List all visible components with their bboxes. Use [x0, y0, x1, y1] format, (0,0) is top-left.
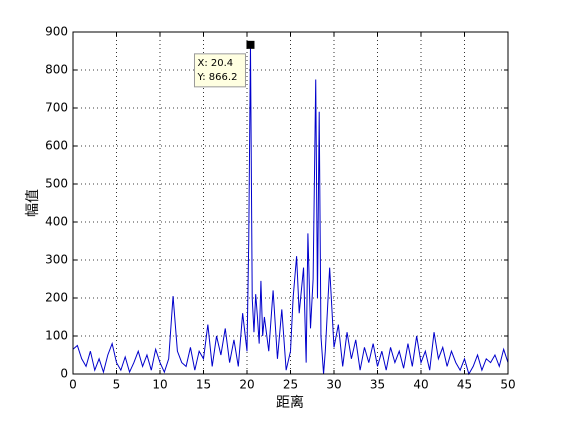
x-tick-label: 25: [283, 378, 298, 392]
axes-box: [72, 31, 509, 375]
y-axis-label: 幅值: [25, 189, 41, 217]
data-tip-box: [193, 53, 246, 88]
data-tip-label: Y: 866.2: [196, 72, 237, 83]
x-tick-label: 10: [152, 378, 167, 392]
y-tick-label: 100: [45, 329, 68, 343]
data-tip-marker: [246, 40, 255, 49]
x-tick-label: 40: [413, 378, 428, 392]
x-tick-label: 15: [196, 378, 211, 392]
x-tick-label: 20: [239, 378, 254, 392]
y-tick-label: 300: [45, 253, 68, 267]
x-tick-label: 0: [69, 378, 77, 392]
y-tick-label: 0: [60, 367, 68, 381]
y-tick-label: 200: [45, 291, 68, 305]
y-tick-label: 700: [45, 101, 68, 115]
x-axis-label: 距离: [276, 394, 304, 411]
x-tick-label: 30: [326, 378, 341, 392]
y-tick-label: 900: [45, 25, 68, 39]
y-tick-label: 800: [45, 63, 68, 77]
x-tick-label: 45: [457, 378, 472, 392]
plot-area: [73, 32, 508, 374]
y-tick-label: 600: [45, 139, 68, 153]
y-tick-label: 500: [45, 177, 68, 191]
data-line: [72, 44, 509, 376]
y-tick-label: 400: [45, 215, 68, 229]
x-tick-label: 35: [370, 378, 385, 392]
x-tick-label: 5: [113, 378, 121, 392]
data-tip-label: X: 20.4: [197, 58, 233, 69]
x-tick-label: 50: [500, 378, 515, 392]
